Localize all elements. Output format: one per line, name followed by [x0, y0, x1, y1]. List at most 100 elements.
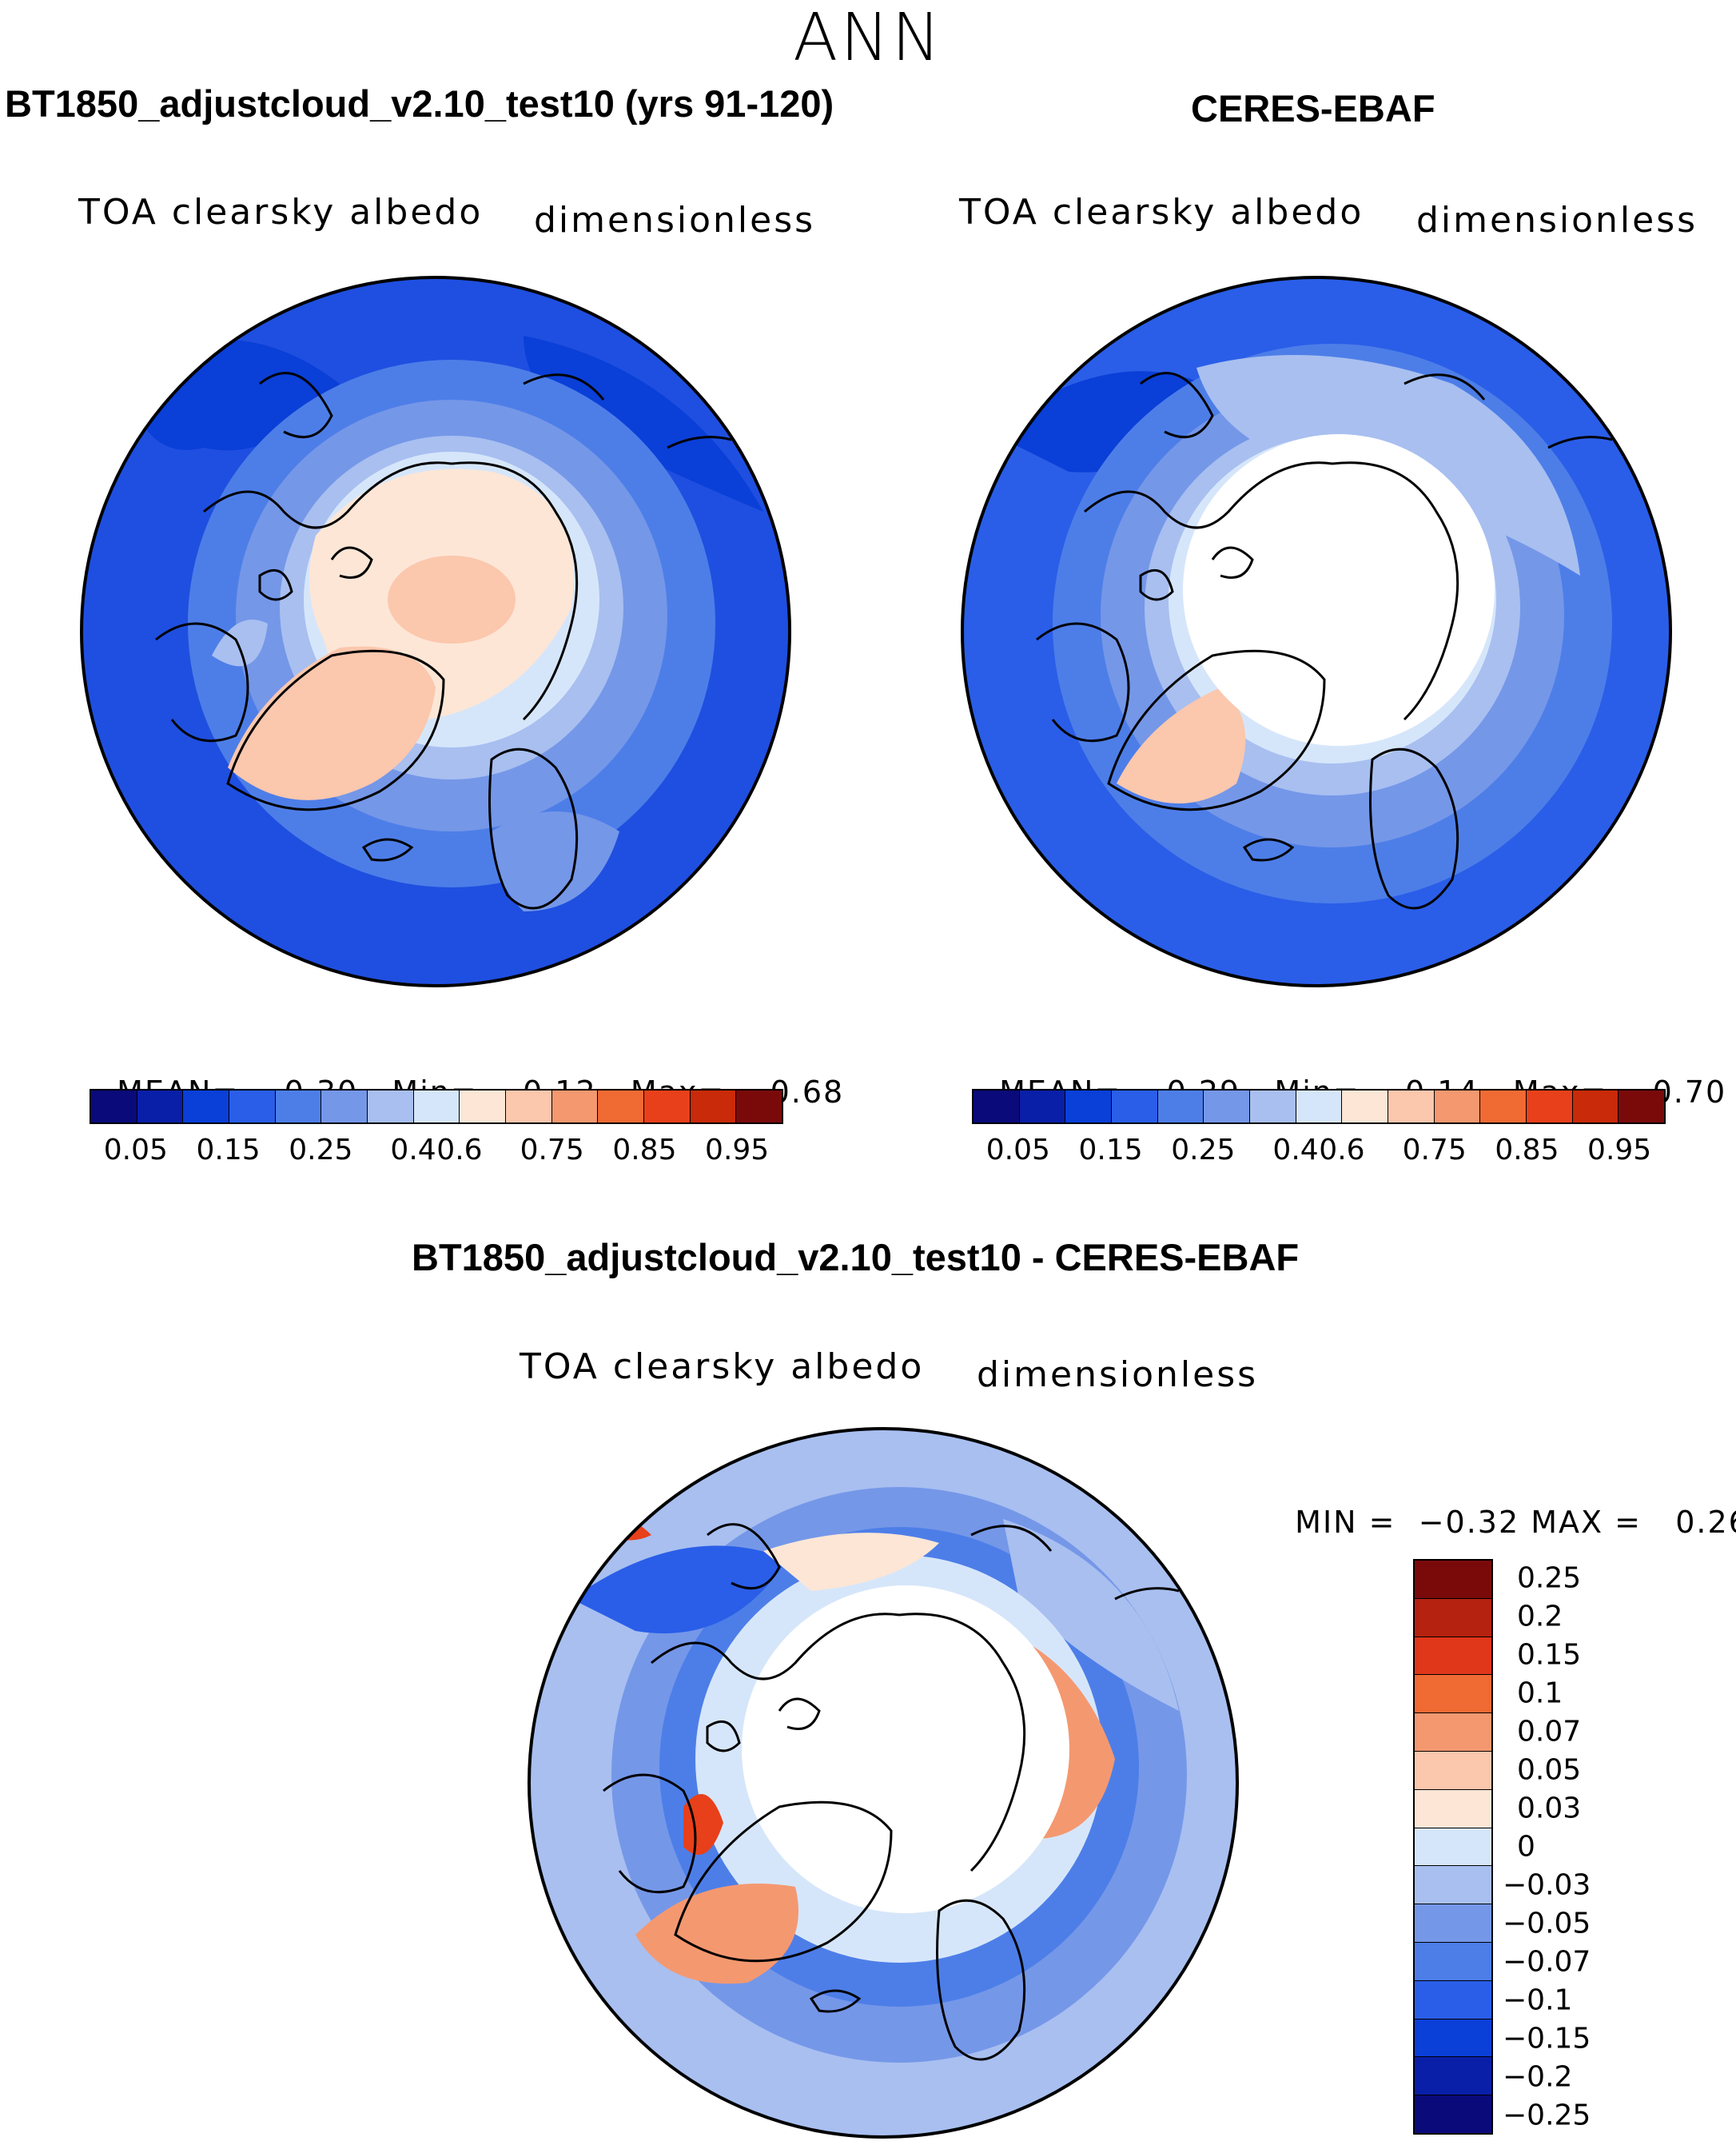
obs-colorbar-tick: 0.6 [1319, 1134, 1365, 1166]
obs-colorbar-segments [972, 1089, 1666, 1124]
diff-colorbar-swatch [1415, 1980, 1491, 2019]
obs-colorbar-swatch [1572, 1090, 1619, 1122]
model-colorbar-swatch [506, 1090, 552, 1122]
model-colorbar: 0.05 0.15 0.25 0.4 0.6 0.75 0.85 0.95 [90, 1089, 783, 1169]
model-variable-label: TOA clearsky albedo [78, 192, 484, 233]
model-panel-title: BT1850_adjustcloud_v2.10_test10 (yrs 91-… [5, 82, 834, 125]
diff-colorbar-tick: 0.15 [1517, 1638, 1582, 1672]
model-colorbar-tick: 0.85 [612, 1134, 677, 1166]
diff-colorbar-tick: 0.03 [1517, 1792, 1582, 1825]
model-colorbar-swatch [229, 1090, 276, 1122]
diff-colorbar-tick: 0.1 [1517, 1677, 1563, 1710]
model-colorbar-swatch [275, 1090, 322, 1122]
diff-colorbar-tick: 0.25 [1517, 1561, 1582, 1595]
diff-colorbar-tick: −0.05 [1503, 1907, 1591, 1940]
diff-colorbar-swatch [1415, 2057, 1491, 2096]
diff-colorbar-tick: −0.2 [1503, 2060, 1573, 2094]
model-colorbar-tick: 0.95 [705, 1134, 770, 1166]
diff-colorbar-swatch [1415, 2095, 1491, 2133]
model-colorbar-swatch [183, 1090, 230, 1122]
model-units-label: dimensionless [534, 200, 816, 241]
diff-colorbar [1413, 1559, 1493, 2135]
diff-colorbar-swatch [1415, 1751, 1491, 1790]
obs-variable-label: TOA clearsky albedo [959, 192, 1364, 233]
diff-colorbar-tick: 0.05 [1517, 1753, 1582, 1787]
obs-colorbar-swatch [1342, 1090, 1389, 1122]
diff-colorbar-swatch [1415, 1561, 1491, 1599]
model-colorbar-tick: 0.4 [390, 1134, 436, 1166]
diff-variable-label: TOA clearsky albedo [520, 1346, 925, 1387]
diff-colorbar-tick: 0.07 [1517, 1715, 1582, 1748]
obs-colorbar-tick: 0.85 [1495, 1134, 1559, 1166]
diff-colorbar-tick: 0 [1517, 1830, 1535, 1864]
diff-colorbar-swatch [1415, 1828, 1491, 1867]
diff-min-value: −0.32 [1418, 1505, 1520, 1540]
diff-colorbar-swatch [1415, 1789, 1491, 1828]
diff-colorbar-swatch [1415, 1713, 1491, 1752]
obs-panel-title: CERES-EBAF [1191, 87, 1435, 130]
obs-colorbar-swatch [1112, 1090, 1158, 1122]
model-colorbar-swatch [321, 1090, 368, 1122]
obs-colorbar-swatch [1480, 1090, 1527, 1122]
diff-max-value: 0.26 [1675, 1505, 1736, 1540]
obs-colorbar-swatch [1296, 1090, 1343, 1122]
model-colorbar-segments [90, 1089, 783, 1124]
diff-max-label: MAX = [1531, 1505, 1642, 1540]
obs-colorbar-swatch [1434, 1090, 1481, 1122]
model-colorbar-tick: 0.6 [436, 1134, 483, 1166]
model-colorbar-swatch [368, 1090, 414, 1122]
diff-min-label: MIN = [1295, 1505, 1396, 1540]
obs-colorbar-tick: 0.15 [1078, 1134, 1143, 1166]
model-colorbar-tick: 0.25 [289, 1134, 353, 1166]
diff-colorbar-swatch [1415, 1598, 1491, 1637]
obs-colorbar-tick: 0.75 [1402, 1134, 1467, 1166]
diff-units-label: dimensionless [977, 1354, 1259, 1395]
obs-map [961, 276, 1672, 987]
obs-colorbar-swatch [1619, 1090, 1665, 1122]
obs-colorbar-swatch [1250, 1090, 1296, 1122]
model-colorbar-swatch [690, 1090, 737, 1122]
diff-stats: MIN = −0.32 MAX = 0.26 [1272, 1469, 1736, 1540]
diff-colorbar-tick: −0.07 [1503, 1945, 1591, 1979]
model-colorbar-swatch [644, 1090, 691, 1122]
diff-panel-title: BT1850_adjustcloud_v2.10_test10 - CERES-… [412, 1236, 1300, 1278]
obs-colorbar-tick: 0.25 [1171, 1134, 1236, 1166]
diff-colorbar-swatch [1415, 2019, 1491, 2058]
obs-units-label: dimensionless [1416, 200, 1698, 241]
model-map [80, 276, 791, 987]
model-colorbar-swatch [736, 1090, 782, 1122]
model-colorbar-swatch [91, 1090, 137, 1122]
obs-colorbar-swatch [1019, 1090, 1066, 1122]
model-colorbar-swatch [598, 1090, 645, 1122]
model-colorbar-swatch [460, 1090, 507, 1122]
model-colorbar-ticks: 0.05 0.15 0.25 0.4 0.6 0.75 0.85 0.95 [90, 1134, 783, 1169]
diff-colorbar-tick: −0.03 [1503, 1868, 1591, 1902]
obs-colorbar-swatch [1527, 1090, 1573, 1122]
diff-colorbar-tick: −0.1 [1503, 1984, 1573, 2017]
obs-colorbar-tick: 0.95 [1587, 1134, 1652, 1166]
season-title: ANN [793, 0, 943, 76]
obs-colorbar-tick: 0.4 [1272, 1134, 1319, 1166]
obs-colorbar-swatch [1388, 1090, 1435, 1122]
diff-colorbar-ticks: 0.25 0.2 0.15 0.1 0.07 0.05 0.03 0 −0.03 −0.05 −0.… [1503, 1559, 1662, 2135]
diff-colorbar-tick: −0.15 [1503, 2022, 1591, 2055]
diff-colorbar-tick: 0.2 [1517, 1600, 1563, 1633]
diff-colorbar-swatch [1415, 1637, 1491, 1676]
model-colorbar-swatch [137, 1090, 184, 1122]
obs-colorbar-swatch [1065, 1090, 1113, 1122]
obs-colorbar-swatch [974, 1090, 1020, 1122]
diff-colorbar-swatch [1415, 1942, 1491, 1981]
diff-colorbar-swatch [1415, 1904, 1491, 1943]
diff-colorbar-swatch [1415, 1866, 1491, 1905]
diff-colorbar-tick: −0.25 [1503, 2099, 1591, 2132]
model-colorbar-tick: 0.75 [520, 1134, 584, 1166]
diff-colorbar-swatch [1415, 1675, 1491, 1714]
model-colorbar-tick: 0.15 [196, 1134, 261, 1166]
model-colorbar-tick: 0.05 [103, 1134, 168, 1166]
model-colorbar-swatch [413, 1090, 460, 1122]
obs-colorbar-swatch [1204, 1090, 1251, 1122]
obs-colorbar: 0.05 0.15 0.25 0.4 0.6 0.75 0.85 0.95 [972, 1089, 1666, 1169]
obs-colorbar-tick: 0.05 [985, 1134, 1050, 1166]
diff-map [528, 1427, 1239, 2139]
obs-colorbar-swatch [1157, 1090, 1204, 1122]
